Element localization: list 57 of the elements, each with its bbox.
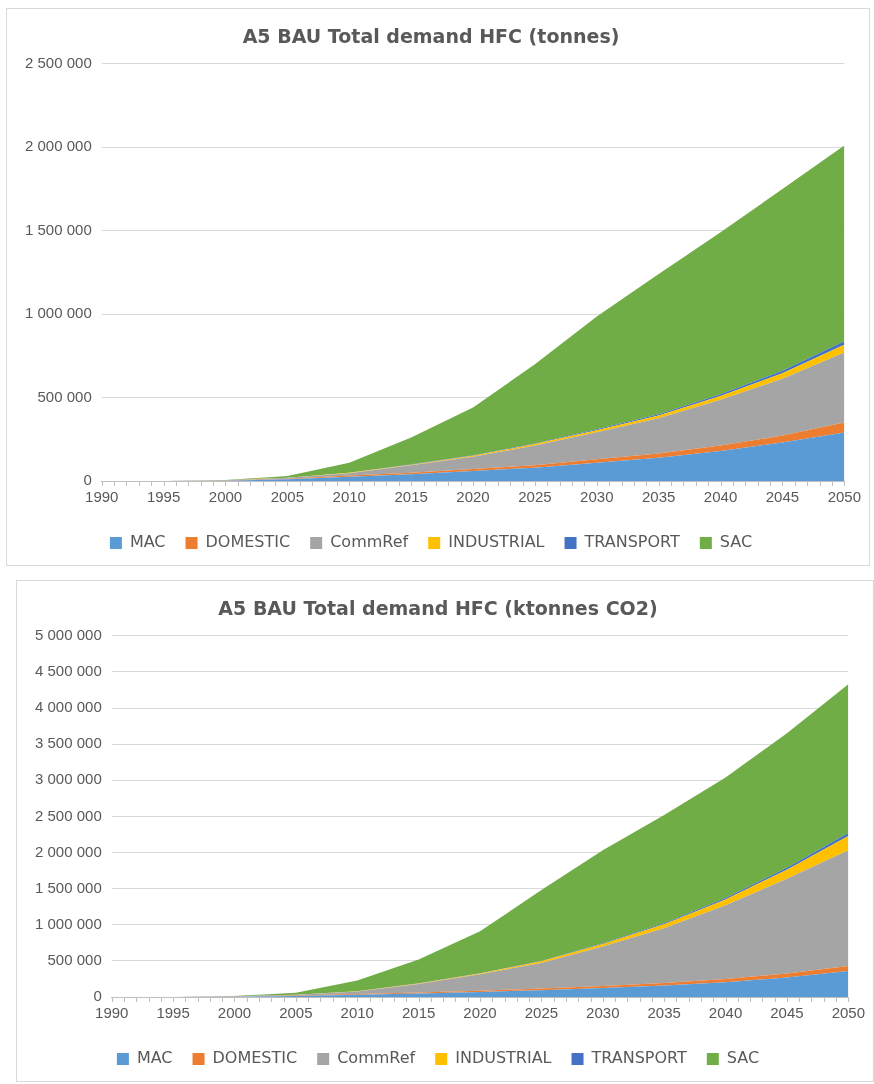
x-tick-label: 2005 xyxy=(279,1004,313,1022)
y-tick-label: 3 000 000 xyxy=(35,770,102,788)
x-tick-label: 2035 xyxy=(641,488,676,506)
x-tick-label: 1990 xyxy=(95,1004,129,1022)
legend-label: CommRef xyxy=(330,532,409,552)
x-tick-label: 2010 xyxy=(340,1004,374,1022)
y-tick-label: 4 000 000 xyxy=(35,698,102,716)
y-tick-label: 1 000 000 xyxy=(25,304,92,322)
y-tick-label: 1 000 000 xyxy=(35,914,102,932)
legend-label: DOMESTIC xyxy=(212,1048,298,1068)
x-tick-label: 2025 xyxy=(518,488,552,506)
x-tick-label: 2000 xyxy=(217,1004,252,1022)
y-tick-label: 5 000 000 xyxy=(35,625,102,643)
x-tick-label: 1995 xyxy=(146,488,181,506)
y-tick-label: 2 000 000 xyxy=(35,842,102,860)
chart-title: A5 BAU Total demand HFC (ktonnes CO2) xyxy=(218,597,658,620)
x-tick-label: 2005 xyxy=(270,488,305,506)
legend-label: TRANSPORT xyxy=(583,532,681,552)
x-tick-label: 2030 xyxy=(586,1004,620,1022)
x-tick-label: 2040 xyxy=(708,1004,743,1022)
legend-label: CommRef xyxy=(337,1048,416,1068)
y-tick-label: 2 500 000 xyxy=(35,806,102,824)
legend-label: SAC xyxy=(719,532,753,552)
x-tick-label: 2030 xyxy=(580,488,614,506)
y-tick-label: 2 500 000 xyxy=(25,53,92,71)
x-tick-label: 1990 xyxy=(85,488,119,506)
x-tick-label: 2010 xyxy=(332,488,366,506)
y-tick-label: 0 xyxy=(93,987,102,1005)
x-tick-label: 2045 xyxy=(770,1004,804,1022)
x-tick-label: 2035 xyxy=(647,1004,681,1022)
x-tick-label: 2025 xyxy=(524,1004,559,1022)
x-tick-label: 2015 xyxy=(394,488,428,506)
x-tick-label: 2050 xyxy=(827,488,861,506)
y-tick-label: 1 500 000 xyxy=(35,878,102,896)
x-tick-label: 2000 xyxy=(208,488,243,506)
legend-label: MAC xyxy=(136,1048,173,1068)
y-tick-label: 4 500 000 xyxy=(35,662,102,680)
y-tick-label: 0 xyxy=(83,471,92,489)
y-tick-label: 500 000 xyxy=(47,951,102,969)
legend-label: SAC xyxy=(726,1048,760,1068)
x-tick-label: 2040 xyxy=(703,488,738,506)
y-tick-label: 1 500 000 xyxy=(25,220,92,238)
y-tick-label: 2 000 000 xyxy=(25,137,92,155)
x-tick-label: 2045 xyxy=(765,488,800,506)
y-tick-label: 500 000 xyxy=(37,387,92,405)
x-tick-label: 2020 xyxy=(463,1004,497,1022)
x-tick-label: 2020 xyxy=(456,488,490,506)
y-tick-label: 3 500 000 xyxy=(35,734,102,752)
legend-label: INDUSTRIAL xyxy=(455,1048,552,1068)
legend-label: MAC xyxy=(129,532,166,552)
x-tick-label: 1995 xyxy=(156,1004,190,1022)
legend-label: INDUSTRIAL xyxy=(448,532,545,552)
legend-label: DOMESTIC xyxy=(205,532,291,552)
legend-label: TRANSPORT xyxy=(590,1048,688,1068)
x-tick-label: 2050 xyxy=(831,1004,865,1022)
chart-title: A5 BAU Total demand HFC (tonnes) xyxy=(242,25,620,48)
x-tick-label: 2015 xyxy=(401,1004,436,1022)
